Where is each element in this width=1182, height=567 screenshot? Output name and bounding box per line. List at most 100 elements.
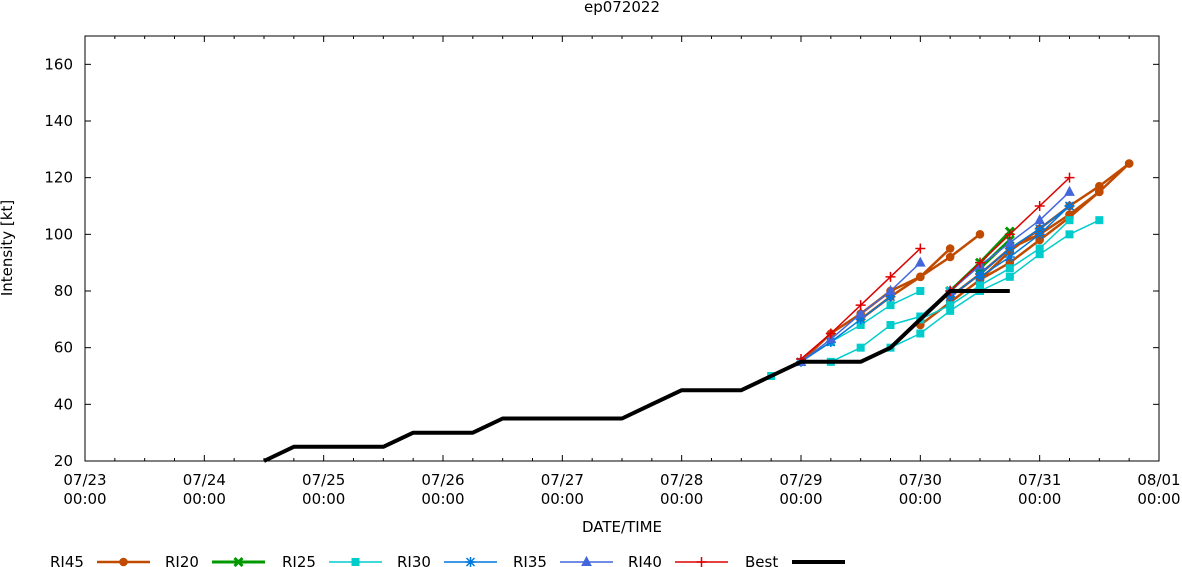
legend-marker xyxy=(581,555,592,566)
data-point-ri25 xyxy=(976,281,984,290)
data-point-ri40 xyxy=(885,271,896,282)
legend-item-ri45: RI45 xyxy=(50,553,150,567)
x-tick-label: 00:00 xyxy=(1137,490,1180,508)
data-point-ri35 xyxy=(885,284,896,295)
x-tick-label: 07/23 xyxy=(63,471,106,489)
data-point-ri30 xyxy=(1034,229,1045,240)
series-line-ri30 xyxy=(979,205,1071,278)
data-point-ri35 xyxy=(1004,236,1016,247)
legend-label: RI20 xyxy=(165,553,199,567)
legend-item-best: Best xyxy=(745,553,845,567)
legend-item-ri20: RI20 xyxy=(165,553,265,567)
x-tick-label: 07/31 xyxy=(1018,471,1061,489)
legend: RI45 RI20 RI25 RI30 RI35 RI40 Best xyxy=(50,553,845,567)
data-point-ri25 xyxy=(1035,244,1044,253)
x-tick-label: 07/25 xyxy=(302,471,345,489)
x-tick-label: 07/30 xyxy=(899,471,942,489)
data-point-ri30 xyxy=(945,291,956,302)
y-tick-label: 60 xyxy=(54,339,73,357)
data-point-ri30 xyxy=(975,271,985,282)
x-tick-label: 07/29 xyxy=(779,471,822,489)
y-tick-label: 120 xyxy=(44,169,73,187)
series-ri25 xyxy=(767,216,1104,380)
series-line-ri25 xyxy=(890,219,1100,349)
legend-marker xyxy=(233,556,244,567)
chart-title: ep072022 xyxy=(584,0,660,16)
data-point-ri45 xyxy=(975,230,985,239)
axis-ticks: 2040608010012014016007/2300:0007/2400:00… xyxy=(44,36,1181,508)
data-point-ri45 xyxy=(945,252,955,262)
legend-label: RI45 xyxy=(50,553,84,567)
data-point-ri25 xyxy=(886,321,895,329)
series-line-ri25 xyxy=(919,219,1071,320)
series-line-best xyxy=(263,289,1010,463)
data-point-ri40 xyxy=(825,328,836,339)
data-point-ri45 xyxy=(945,244,955,253)
legend-marker xyxy=(696,557,707,567)
data-point-ri35 xyxy=(1064,185,1075,196)
y-axis-label: Intensity [kt] xyxy=(0,200,16,296)
data-point-ri25 xyxy=(916,287,925,295)
legend-marker xyxy=(465,557,476,567)
data-point-ri30 xyxy=(1034,223,1045,234)
y-tick-label: 40 xyxy=(54,395,73,413)
y-tick-label: 80 xyxy=(54,282,73,300)
x-tick-label: 07/28 xyxy=(660,471,703,489)
data-point-ri25 xyxy=(1095,216,1104,225)
series-ri35 xyxy=(795,185,1075,366)
legend-item-ri35: RI35 xyxy=(513,553,613,567)
x-tick-label: 07/27 xyxy=(541,471,584,489)
data-point-ri40 xyxy=(855,300,866,311)
series-ri45 xyxy=(796,159,1134,367)
data-point-ri40 xyxy=(1064,172,1075,183)
data-point-ri30 xyxy=(885,291,896,302)
legend-label: RI30 xyxy=(397,553,431,567)
data-point-ri25 xyxy=(886,301,895,310)
data-point-ri30 xyxy=(1004,252,1015,262)
legend-label: Best xyxy=(745,553,778,567)
x-tick-label: 00:00 xyxy=(899,490,942,508)
x-tick-label: 00:00 xyxy=(302,490,345,508)
series-lines xyxy=(263,159,1134,463)
x-tick-label: 00:00 xyxy=(63,490,106,508)
series-line-ri30 xyxy=(800,296,891,363)
x-axis-label: DATE/TIME xyxy=(582,518,662,536)
series-best xyxy=(263,289,1010,463)
x-tick-label: 00:00 xyxy=(1018,490,1061,508)
plot-area xyxy=(84,35,1160,462)
legend-marker xyxy=(351,558,360,566)
x-tick-label: 00:00 xyxy=(183,490,226,508)
data-point-ri25 xyxy=(1005,272,1014,281)
data-point-ri30 xyxy=(1004,243,1015,254)
x-tick-label: 07/24 xyxy=(183,471,226,489)
x-tick-label: 00:00 xyxy=(779,490,822,508)
legend-item-ri25: RI25 xyxy=(282,553,382,567)
x-tick-label: 00:00 xyxy=(660,490,703,508)
legend-item-ri40: RI40 xyxy=(628,553,728,567)
data-point-ri40 xyxy=(1034,201,1045,211)
y-tick-label: 140 xyxy=(44,112,73,130)
data-point-ri35 xyxy=(1034,214,1045,225)
data-point-ri25 xyxy=(946,301,955,310)
legend-item-ri30: RI30 xyxy=(397,553,497,567)
data-point-ri25 xyxy=(916,329,925,338)
legend-label: RI25 xyxy=(282,553,316,567)
data-point-ri45 xyxy=(1124,159,1134,168)
data-point-ri25 xyxy=(1065,230,1074,239)
legend-label: RI35 xyxy=(513,553,547,567)
data-point-ri40 xyxy=(975,257,985,268)
data-point-ri40 xyxy=(1004,229,1015,240)
x-tick-label: 00:00 xyxy=(541,490,584,508)
y-tick-label: 160 xyxy=(44,55,73,73)
y-tick-label: 100 xyxy=(44,225,73,243)
data-point-ri35 xyxy=(915,256,926,267)
x-tick-label: 08/01 xyxy=(1137,471,1180,489)
data-point-ri25 xyxy=(1005,264,1014,273)
data-point-ri30 xyxy=(1064,201,1075,211)
data-point-ri35 xyxy=(855,307,866,318)
data-point-ri25 xyxy=(856,343,865,352)
data-point-ri45 xyxy=(1095,181,1104,191)
data-point-ri30 xyxy=(855,314,866,325)
data-point-ri40 xyxy=(915,243,926,254)
